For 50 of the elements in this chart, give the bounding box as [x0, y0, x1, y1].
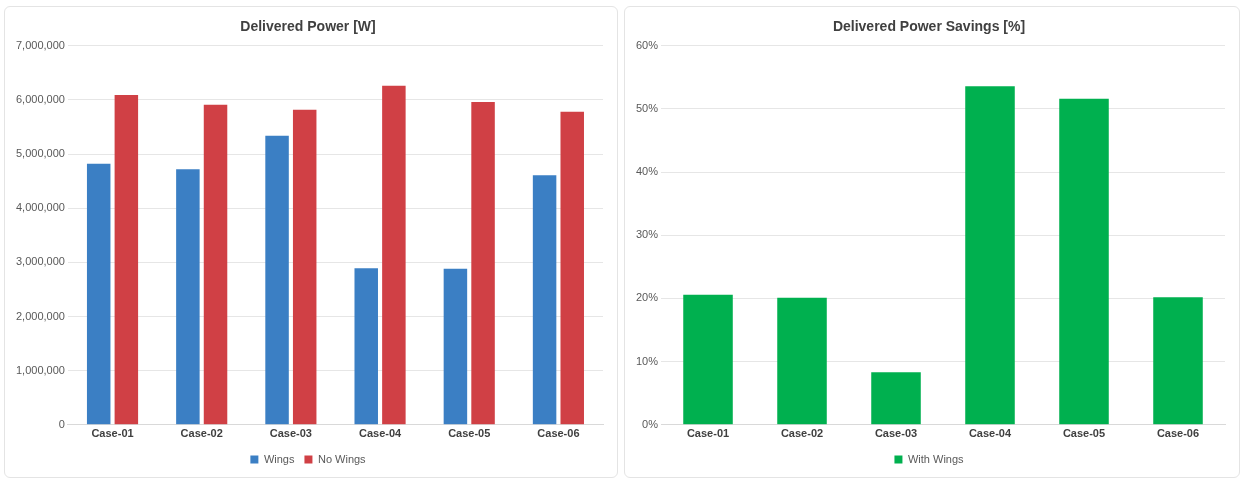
- x-tick-label: Case-05: [1062, 427, 1106, 440]
- bar: [203, 104, 228, 425]
- legend-label: No Wings: [317, 452, 367, 465]
- legend-label: Wings: [263, 452, 295, 465]
- bar: [471, 102, 495, 425]
- x-tick-label: Case-02: [180, 427, 223, 440]
- bar: [1059, 98, 1109, 425]
- x-tick-label: Case-04: [968, 427, 1012, 440]
- bar: [354, 268, 378, 425]
- legend-label: With Wings: [907, 452, 965, 465]
- bar: [86, 163, 111, 425]
- y-tick-label: 3,000,000: [16, 255, 65, 268]
- y-tick-label: 4,000,000: [16, 201, 65, 214]
- bar: [560, 111, 584, 425]
- chart-title: Delivered Power Savings [%]: [832, 18, 1026, 35]
- y-tick-label: 5,000,000: [16, 147, 65, 160]
- y-tick-label: 50%: [635, 102, 659, 114]
- x-tick-label: Case-03: [269, 427, 312, 440]
- y-tick-label: 0: [58, 417, 65, 430]
- y-tick-label: 60%: [635, 38, 659, 51]
- bar: [265, 135, 289, 425]
- y-tick-label: 40%: [635, 165, 659, 178]
- x-tick-label: Case-06: [537, 427, 580, 440]
- y-tick-label: 1,000,000: [16, 363, 65, 376]
- y-tick-label: 2,000,000: [16, 309, 65, 322]
- y-tick-label: 7,000,000: [16, 38, 65, 51]
- x-tick-label: Case-01: [686, 427, 730, 440]
- y-tick-label: 30%: [635, 228, 659, 241]
- bar: [114, 95, 139, 425]
- bar: [532, 175, 557, 425]
- y-tick-label: 6,000,000: [16, 92, 65, 105]
- bar: [683, 294, 733, 425]
- y-tick-label: 20%: [635, 291, 659, 304]
- bar: [382, 85, 406, 425]
- bar: [443, 268, 468, 425]
- bar: [777, 297, 827, 425]
- bar: [871, 372, 921, 425]
- x-tick-label: Case-01: [91, 427, 134, 440]
- bar: [176, 169, 200, 425]
- x-tick-label: Case-04: [358, 427, 403, 440]
- bar: [965, 86, 1015, 425]
- x-tick-label: Case-06: [1156, 427, 1200, 440]
- x-tick-label: Case-05: [448, 427, 491, 440]
- y-tick-label: 0%: [642, 417, 659, 430]
- bar: [1153, 297, 1203, 425]
- x-tick-label: Case-03: [874, 427, 918, 440]
- x-tick-label: Case-02: [780, 427, 824, 440]
- bar: [292, 109, 317, 425]
- y-tick-label: 10%: [635, 354, 659, 367]
- chart-title: Delivered Power [W]: [240, 18, 376, 35]
